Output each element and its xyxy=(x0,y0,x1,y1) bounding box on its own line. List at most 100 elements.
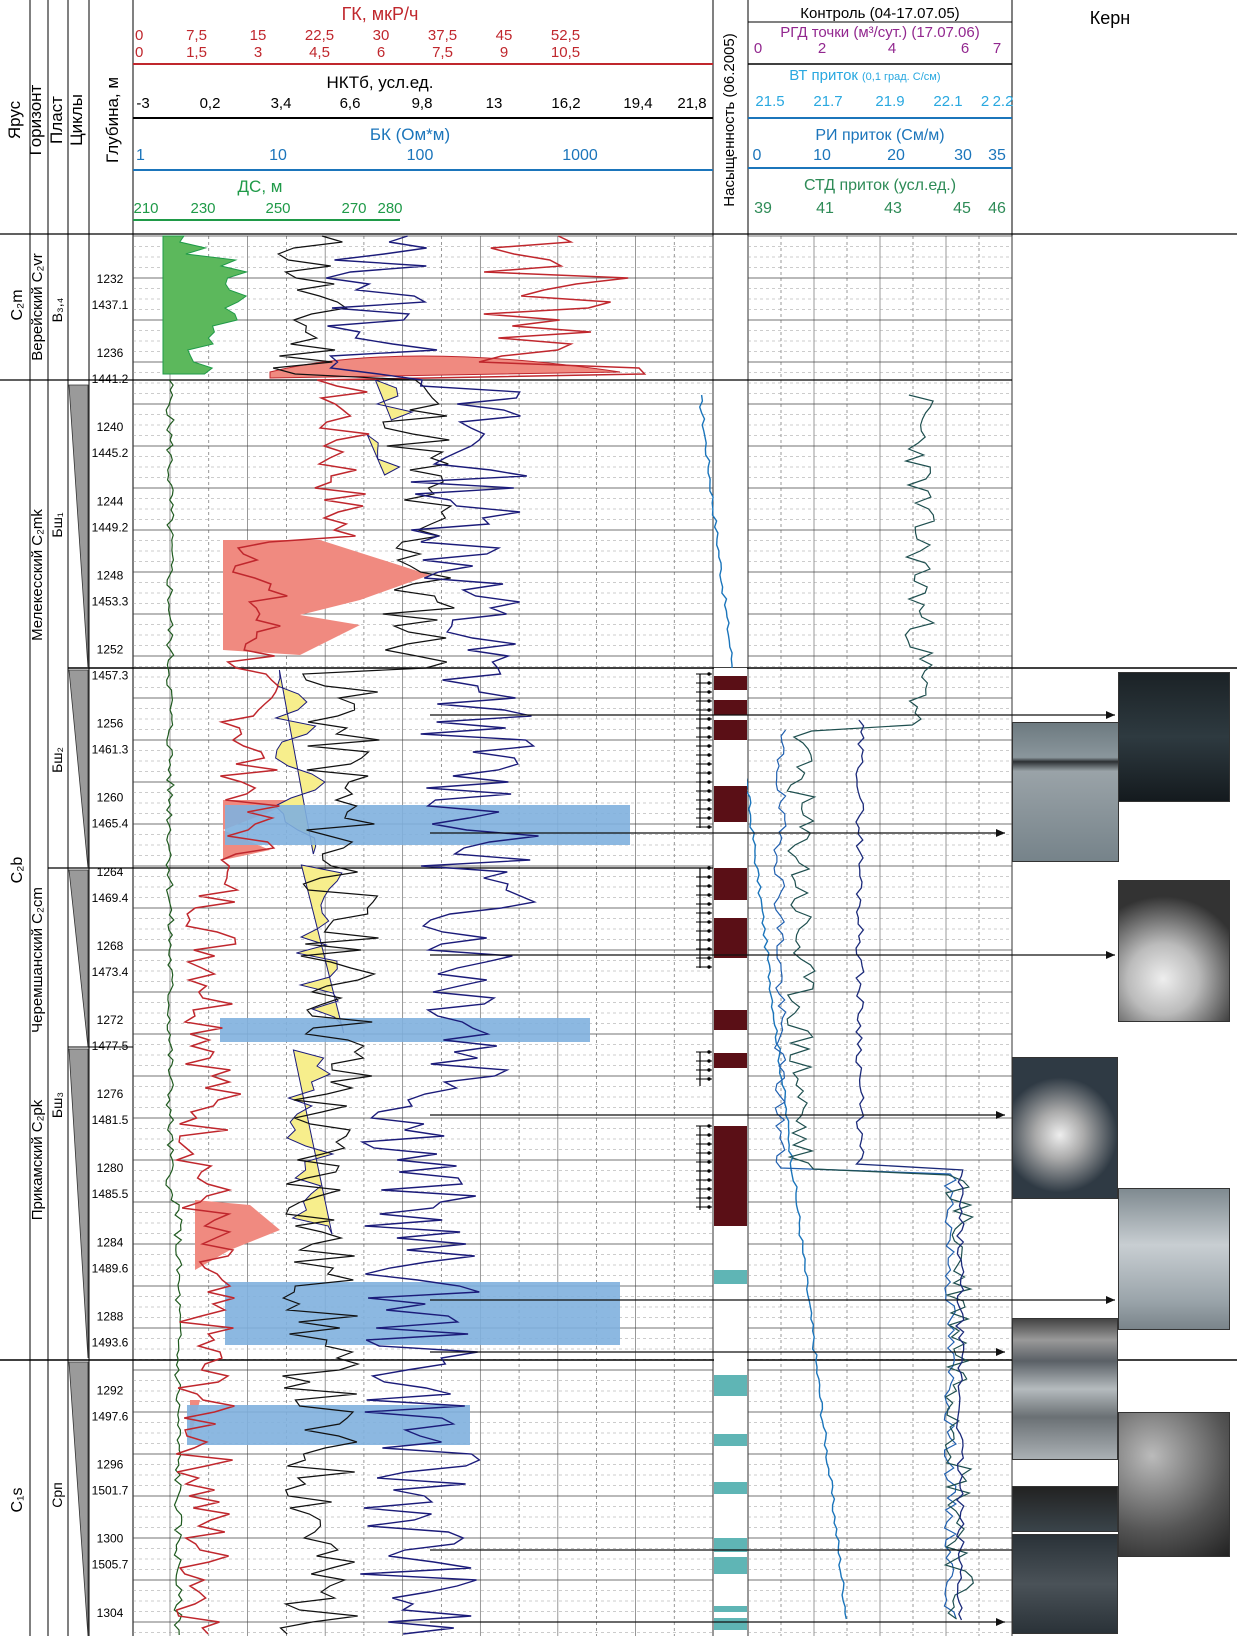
gk-tick-label: 0 xyxy=(135,27,143,44)
plast-bsh2: Бш₂ xyxy=(49,747,65,773)
gk-tick-label: 7,5 xyxy=(432,44,453,61)
depth-tvd-label: 1437.1 xyxy=(92,298,129,312)
rgd-tick-label: 0 xyxy=(754,40,762,57)
depth-tvd-label: 1473.4 xyxy=(92,965,129,979)
depth-md-label: 1272 xyxy=(97,1013,124,1027)
std-tick-label: 39 xyxy=(754,200,772,217)
depth-md-label: 1304 xyxy=(97,1606,124,1620)
gk-tick-label: 4,5 xyxy=(309,44,330,61)
depth-md-label: 1260 xyxy=(97,791,124,805)
core-photo xyxy=(1118,1412,1230,1557)
nkt-tick-label: 19,4 xyxy=(623,95,652,112)
header-col-horizon: Горизонт xyxy=(26,84,45,155)
log-curves xyxy=(162,235,975,1636)
depth-md-label: 1284 xyxy=(97,1235,124,1249)
bk-tick-label: 1000 xyxy=(562,147,598,164)
rgd-tick-label: 6 xyxy=(961,40,969,57)
depth-md-label: 1296 xyxy=(97,1458,124,1472)
gk-tick-label: 30 xyxy=(373,27,390,44)
gk-tick-label: 7,5 xyxy=(186,27,207,44)
rgd-track-title: РГД точки (м³/сут.) (17.07.06) xyxy=(780,24,979,41)
stage-label-c1s: C₁s xyxy=(9,1488,26,1513)
header-col-depth: Глубина, м xyxy=(103,77,122,163)
depth-md-label: 1236 xyxy=(97,346,124,360)
std-tick-label: 41 xyxy=(816,200,834,217)
stage-label-c2m: C₂m xyxy=(9,289,26,320)
ri-tick-label: 30 xyxy=(954,147,972,164)
ri-tick-label: 35 xyxy=(988,147,1006,164)
rgd-tick-label: 2 xyxy=(818,40,826,57)
nkt-tick-label: 16,2 xyxy=(551,95,580,112)
ds-track-title: ДС, м xyxy=(238,177,283,196)
horizon-prikamsky: Прикамский C₂pk xyxy=(29,1099,46,1220)
depth-tvd-label: 1449.2 xyxy=(92,520,129,534)
depth-tvd-label: 1465.4 xyxy=(92,817,129,831)
core-photo xyxy=(1118,672,1230,802)
std-track-title: СТД приток (усл.ед.) xyxy=(804,177,956,194)
core-photo xyxy=(1012,1486,1118,1532)
vt-tick-label: 2 xyxy=(981,93,989,110)
gk-tick-label: 45 xyxy=(496,27,513,44)
vt-tick-label: 22.1 xyxy=(933,93,962,110)
core-photo xyxy=(1118,1188,1230,1330)
depth-tvd-label: 1493.6 xyxy=(92,1335,129,1349)
header-core: Керн xyxy=(1090,8,1130,28)
depth-md-label: 1256 xyxy=(97,717,124,731)
depth-md-label: 1268 xyxy=(97,939,124,953)
header-col-stage: Ярус xyxy=(5,100,24,139)
depth-md-label: 1292 xyxy=(97,1384,124,1398)
control-track-title: Контроль (04-17.07.05) xyxy=(800,5,959,22)
header-col-cycles: Циклы xyxy=(67,94,86,146)
gk-tick-label: 52,5 xyxy=(551,27,580,44)
depth-md-label: 1300 xyxy=(97,1532,124,1546)
depth-md-label: 1264 xyxy=(97,865,124,879)
std-tick-label: 43 xyxy=(884,200,902,217)
nkt-tick-label: 9,8 xyxy=(412,95,433,112)
depth-tvd-label: 1477.5 xyxy=(92,1039,129,1053)
depth-md-label: 1276 xyxy=(97,1087,124,1101)
depth-md-label: 1248 xyxy=(97,568,124,582)
vt-tick-label: 21.7 xyxy=(813,93,842,110)
depth-scale: 1232 1437.1 1236 1441.2 1240 1445.2 1244 1449.2… xyxy=(92,272,129,1620)
depth-tvd-label: 1501.7 xyxy=(92,1484,129,1498)
stage-label-c2b: C₂b xyxy=(9,857,26,884)
depth-tvd-label: 1461.3 xyxy=(92,743,129,757)
gk-tick-label: 6 xyxy=(377,44,385,61)
bk-tick-label: 100 xyxy=(407,147,434,164)
core-photo xyxy=(1012,722,1119,862)
gk-tick-label: 22,5 xyxy=(305,27,334,44)
nkt-tick-label: -3 xyxy=(136,95,149,112)
depth-tvd-label: 1441.2 xyxy=(92,372,129,386)
depth-tvd-label: 1497.6 xyxy=(92,1410,129,1424)
vt-track-title: ВТ приток xyxy=(789,67,858,84)
gk-tick-label: 9 xyxy=(500,44,508,61)
depth-tvd-label: 1481.5 xyxy=(92,1113,129,1127)
std-tick-label: 45 xyxy=(953,200,971,217)
bk-tick-label: 1 xyxy=(136,147,145,164)
depth-tvd-label: 1505.7 xyxy=(92,1558,129,1572)
plast-srp: Срп xyxy=(49,1482,65,1507)
plast-bsh3: Бш₃ xyxy=(49,1092,65,1118)
header-col-plast: Пласт xyxy=(47,96,66,144)
ds-tick-label: 230 xyxy=(190,200,215,217)
horizon-melekessky: Мелекесский C₂mk xyxy=(29,509,46,641)
depth-md-label: 1244 xyxy=(97,494,124,508)
horizon-cheremshansky: Черемшанский C₂cm xyxy=(29,887,46,1033)
nkt-tick-label: 6,6 xyxy=(340,95,361,112)
core-photo xyxy=(1118,880,1230,1022)
ri-track-title: РИ приток (См/м) xyxy=(815,127,944,144)
depth-md-label: 1288 xyxy=(97,1309,124,1323)
bk-track-title: БК (Ом*м) xyxy=(370,125,450,144)
depth-tvd-label: 1457.3 xyxy=(92,669,129,683)
ds-tick-label: 280 xyxy=(377,200,402,217)
gk-tick-label: 15 xyxy=(250,27,267,44)
core-photo xyxy=(1012,1318,1118,1460)
nkt-tick-label: 3,4 xyxy=(271,95,292,112)
core-photo xyxy=(1012,1534,1118,1634)
vt-tick-label: 21.9 xyxy=(875,93,904,110)
nkt-track-title: НКТб, усл.ед. xyxy=(327,73,434,92)
depth-tvd-label: 1469.4 xyxy=(92,891,129,905)
stratigraphy: C₂m C₂b C₁s Верейский C₂vr Мелекесский C… xyxy=(0,253,1237,1636)
ri-tick-label: 0 xyxy=(753,147,762,164)
depth-tvd-label: 1453.3 xyxy=(92,594,129,608)
